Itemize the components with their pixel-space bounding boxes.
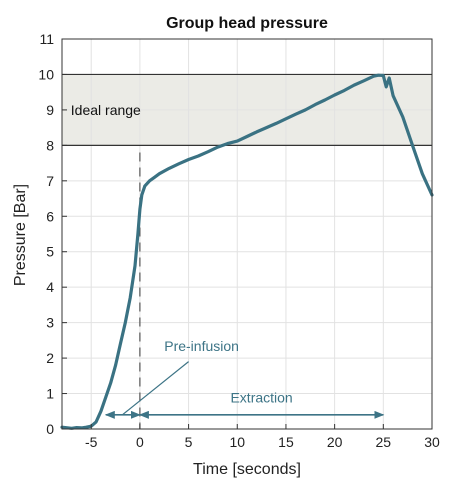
y-tick-label: 3 xyxy=(46,315,54,331)
ideal-range-label: Ideal range xyxy=(71,102,141,118)
y-tick-label: 0 xyxy=(46,421,54,437)
x-axis-ticks: -5 0 5 10 15 20 25 30 xyxy=(85,424,440,450)
x-tick-label: 0 xyxy=(136,434,144,450)
x-tick-label: -5 xyxy=(85,434,98,450)
pressure-series-line xyxy=(60,73,434,430)
y-tick-label: 11 xyxy=(39,31,54,47)
y-tick-label: 9 xyxy=(46,102,54,118)
y-tick-label: 8 xyxy=(46,137,54,153)
x-tick-label: 15 xyxy=(278,434,294,450)
x-tick-label: 10 xyxy=(229,434,245,450)
pre-infusion-leader-line xyxy=(121,361,189,416)
y-axis-label: Pressure [Bar] xyxy=(12,184,29,286)
y-tick-label: 2 xyxy=(46,350,54,366)
x-tick-label: 5 xyxy=(185,434,193,450)
chart-title: Group head pressure xyxy=(166,15,328,32)
pre-infusion-label: Pre-infusion xyxy=(164,338,239,354)
extraction-label: Extraction xyxy=(230,389,292,405)
y-tick-label: 1 xyxy=(46,386,54,402)
x-axis-label: Time [seconds] xyxy=(193,461,301,478)
x-tick-label: 25 xyxy=(376,434,392,450)
y-tick-label: 10 xyxy=(38,66,54,82)
y-tick-label: 6 xyxy=(46,208,54,224)
plot-frame xyxy=(61,38,433,430)
x-tick-label: 30 xyxy=(424,434,440,450)
y-tick-label: 4 xyxy=(46,279,54,295)
y-tick-label: 7 xyxy=(46,173,54,189)
x-tick-label: 20 xyxy=(327,434,343,450)
y-axis-ticks: 0 1 2 3 4 5 6 7 8 9 10 11 xyxy=(38,31,67,437)
y-tick-label: 5 xyxy=(46,244,54,260)
